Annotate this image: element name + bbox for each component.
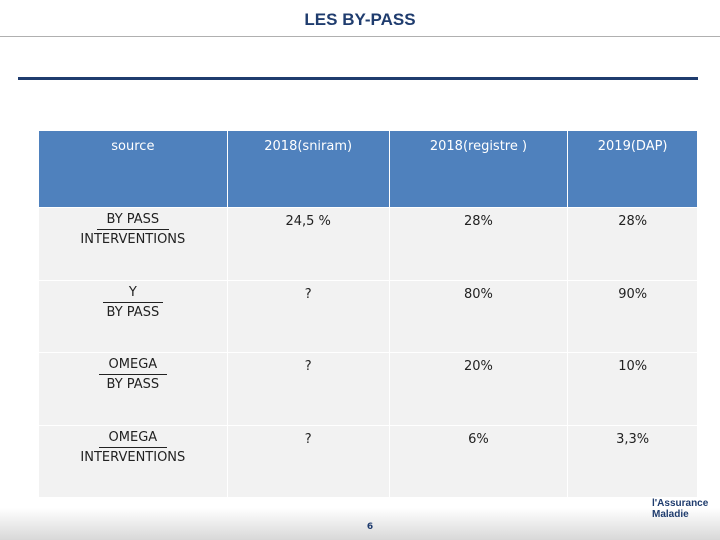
logo: l'Assurance Maladie bbox=[652, 498, 716, 520]
slide-title: LES BY-PASS bbox=[304, 10, 416, 29]
table-cell: ? bbox=[226, 279, 390, 353]
label-bottom: BY PASS bbox=[106, 377, 160, 392]
table-cell: ? bbox=[226, 352, 390, 426]
label-top: OMEGA bbox=[98, 430, 168, 448]
table-row: Y BY PASS? 80% 90% bbox=[38, 279, 698, 353]
column-header: 2019(DAP) bbox=[567, 130, 698, 208]
data-table: source 2018(sniram) 2018(registre ) 2019(DA… bbox=[38, 130, 698, 498]
label-bottom: INTERVENTIONS bbox=[80, 232, 186, 247]
table-row: OMEGA BY PASS? 20% 10% bbox=[38, 352, 698, 426]
label-top: Y bbox=[102, 285, 163, 303]
table-cell: 28% bbox=[388, 207, 569, 281]
logo-text: Maladie bbox=[652, 509, 689, 520]
table-body: BY PASS INTERVENTIONS 24,5 % 28% 28% Y BY PASS… bbox=[38, 207, 698, 498]
column-header: 2018(registre ) bbox=[388, 130, 569, 208]
row-label-cell: OMEGA BY PASS bbox=[38, 352, 228, 426]
table-row: OMEGA INTERVENTIONS? 6% 3,3% bbox=[38, 424, 698, 498]
label-top: BY PASS bbox=[96, 212, 170, 230]
logo-text: l'Assurance bbox=[652, 498, 709, 509]
table-cell: 90% bbox=[567, 279, 698, 353]
row-label: OMEGA BY PASS bbox=[98, 357, 168, 392]
footer-band bbox=[0, 508, 720, 540]
table-cell: 24,5 % bbox=[226, 207, 390, 281]
table-cell: 6% bbox=[388, 424, 569, 498]
table-cell: ? bbox=[226, 424, 390, 498]
table-cell: 28% bbox=[567, 207, 698, 281]
header-row: source 2018(sniram) 2018(registre ) 2019(DA… bbox=[38, 130, 698, 208]
table-cell: 20% bbox=[388, 352, 569, 426]
page-number: 6 bbox=[366, 522, 374, 532]
table-row: BY PASS INTERVENTIONS 24,5 % 28% 28% bbox=[38, 207, 698, 281]
table-cell: 80% bbox=[388, 279, 569, 353]
row-label: Y BY PASS bbox=[102, 285, 163, 320]
divider bbox=[18, 77, 698, 80]
row-label: OMEGA INTERVENTIONS bbox=[80, 430, 185, 465]
label-top: OMEGA bbox=[98, 357, 168, 375]
row-label-cell: OMEGA INTERVENTIONS bbox=[38, 424, 228, 498]
row-label-cell: Y BY PASS bbox=[38, 279, 228, 353]
table-cell: 10% bbox=[567, 352, 698, 426]
row-label-cell: BY PASS INTERVENTIONS bbox=[38, 207, 228, 281]
label-bottom: INTERVENTIONS bbox=[80, 449, 186, 465]
row-label: BY PASS INTERVENTIONS bbox=[80, 212, 185, 247]
column-header: 2018(sniram) bbox=[226, 130, 390, 208]
label-bottom: BY PASS bbox=[106, 304, 160, 320]
table-cell: 3,3% bbox=[567, 424, 698, 498]
column-header: source bbox=[38, 130, 228, 208]
divider bbox=[0, 36, 720, 37]
